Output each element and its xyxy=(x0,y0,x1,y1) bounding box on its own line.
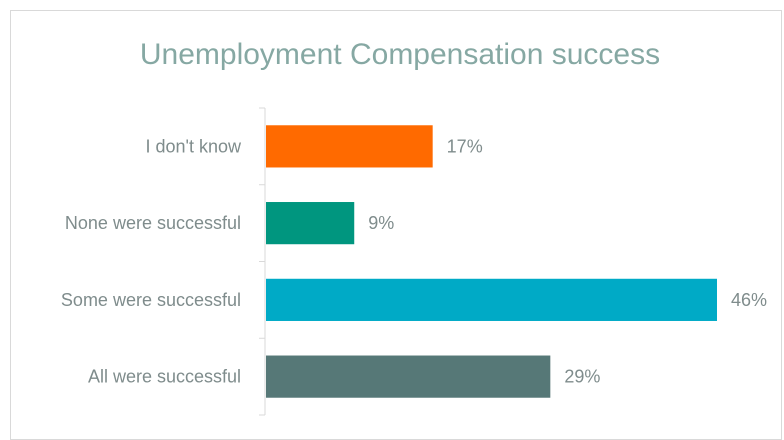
category-label: Some were successful xyxy=(61,290,241,310)
bar xyxy=(266,355,551,398)
bars xyxy=(266,125,717,398)
category-label: None were successful xyxy=(65,213,241,233)
axis-ticks xyxy=(259,107,265,416)
value-label: 17% xyxy=(447,136,483,156)
bar xyxy=(266,125,433,168)
chart-title: Unemployment Compensation success xyxy=(140,38,660,71)
category-label: All were successful xyxy=(88,367,241,387)
value-label: 29% xyxy=(564,367,600,387)
value-label: 9% xyxy=(368,213,394,233)
value-label: 46% xyxy=(731,290,767,310)
category-labels: I don't know None were successful Some wer… xyxy=(61,136,242,386)
bar xyxy=(266,278,717,321)
category-label: I don't know xyxy=(146,136,242,156)
value-labels: 17% 9% 46% 29% xyxy=(368,136,767,386)
bar xyxy=(266,202,355,245)
